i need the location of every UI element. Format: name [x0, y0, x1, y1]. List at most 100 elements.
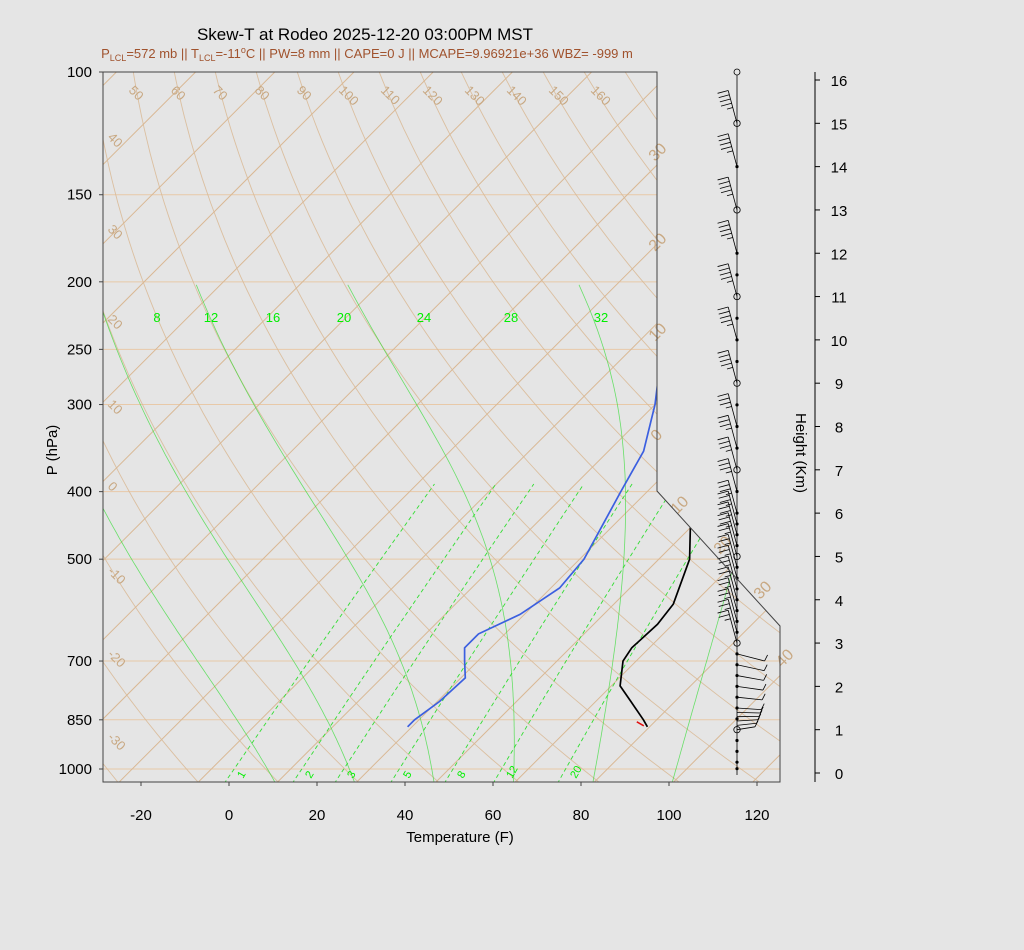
wind-barb-half [726, 367, 733, 370]
subtitle-part: o [241, 45, 246, 55]
dewpoint-profile [406, 72, 780, 728]
wind-barb-half [725, 406, 732, 409]
wind-barb-half [725, 449, 732, 452]
wind-barb-flag [718, 538, 730, 542]
wind-barb-flag [717, 599, 729, 603]
wind-level-dot [735, 359, 739, 364]
height-tick-label: 8 [835, 420, 843, 437]
wind-level-circle [733, 119, 741, 127]
wind-barb-low [736, 719, 758, 722]
wind-level-dot [735, 749, 739, 753]
wind-barb-flag [717, 588, 729, 592]
mixing-ratio-line [223, 483, 435, 782]
wind-barb-low [736, 707, 762, 711]
height-tick-label: 6 [835, 506, 843, 523]
wind-barb-half [725, 427, 732, 431]
wind-barb-shaft [727, 220, 738, 254]
wind-barb-shaft [727, 133, 738, 167]
wind-barb-half [724, 542, 731, 545]
isotherm-line [513, 72, 780, 782]
wind-barb-low [736, 685, 764, 691]
dry-adiabat-line [499, 72, 780, 782]
wind-level-dot [735, 717, 739, 721]
wind-barb-flag [719, 520, 731, 525]
height-axis-title: Height (Km) [792, 413, 809, 493]
y-tick-label: 500 [67, 551, 92, 568]
wind-barb-flag [718, 94, 730, 98]
wind-barb-flag [719, 445, 731, 449]
wind-barb-flag [718, 516, 730, 521]
wind-barb-flag [720, 276, 732, 280]
wind-barb-flag [718, 267, 730, 272]
dry-adiabat-line [295, 72, 780, 782]
wind-level-dot [735, 316, 739, 320]
isotherm-line [671, 72, 780, 782]
height-tick-label: 13 [831, 203, 848, 220]
wind-barb-flag [718, 559, 730, 564]
dry-adiabat-line [103, 72, 441, 782]
wind-barb-flag [717, 306, 729, 311]
wind-barb-shaft [727, 588, 738, 622]
isotherm-line [354, 72, 780, 782]
wind-barb-half [726, 323, 733, 327]
isotherm-left-label: 40 [105, 130, 126, 151]
wind-barb-flag [717, 544, 729, 549]
wind-barb-flag [718, 397, 730, 402]
wind-barb-flag [718, 419, 730, 423]
height-tick-label: 11 [831, 290, 847, 307]
x-tick-label: 100 [656, 807, 681, 824]
mixing-ratio-bottom-label: 8 [455, 769, 468, 780]
wind-barb-half [724, 596, 731, 600]
dry-adiabat-line [785, 67, 1024, 784]
wind-level-dot [735, 403, 739, 407]
dry-adiabat-line [103, 72, 281, 782]
mixing-ratio-bottom-label: 12 [504, 764, 521, 781]
wind-barb-half [726, 280, 733, 283]
dry-adiabat-line [540, 72, 780, 782]
wind-level-circle [733, 726, 741, 734]
wind-barb-flag [719, 423, 731, 428]
height-tick-label: 14 [831, 160, 848, 177]
wind-barb-flag [719, 499, 731, 503]
wind-barb-flag [717, 555, 729, 560]
wind-level-circle [733, 379, 741, 387]
dry-adiabat-line [254, 72, 780, 782]
dry-adiabat-line [172, 72, 682, 782]
wind-barb-flag [717, 176, 729, 181]
subtitle-part: =-11 [215, 46, 240, 61]
wind-barb-shaft [727, 491, 738, 525]
wind-barb-flag [717, 501, 729, 506]
x-tick-label: 40 [397, 807, 414, 824]
height-tick-label: 5 [835, 549, 843, 566]
isotherm-top-label: 80 [252, 83, 273, 104]
wind-barb-half [724, 553, 731, 556]
wind-barb-half [724, 585, 731, 589]
wind-barb-shaft [727, 577, 738, 611]
wind-barb-flag [718, 549, 730, 553]
x-tick-label: -20 [130, 807, 152, 824]
mixing-ratio-line [291, 483, 497, 782]
wind-barb-flag [718, 462, 730, 467]
subtitle-part: LCL [110, 53, 127, 63]
isotherm-line [275, 72, 780, 782]
mixing-ratio-line [492, 483, 677, 782]
wind-barb-flag [718, 570, 730, 575]
subtitle-part: LCL [199, 53, 216, 63]
height-tick-label: 3 [835, 636, 843, 653]
isotherm-left-label: -30 [105, 730, 129, 754]
y-tick-label: 150 [67, 187, 92, 204]
isotherm-left-label: 10 [105, 397, 126, 418]
isotherm-right-label: 10 [646, 320, 671, 345]
wind-barb-half [724, 575, 731, 578]
y-tick-label: 700 [67, 653, 92, 670]
y-tick-label: 200 [67, 274, 92, 291]
isotherm-right-label: 30 [646, 140, 671, 165]
wind-barb-flag [720, 362, 732, 367]
dry-adiabat-line [103, 72, 361, 782]
wind-level-circle [733, 466, 741, 474]
moist-adiabat-line [195, 284, 435, 782]
wind-barb-flag [718, 137, 730, 142]
isotherm-top-label: 150 [546, 83, 572, 109]
y-axis-title: P (hPa) [44, 425, 61, 476]
wind-barb-low [736, 653, 765, 662]
